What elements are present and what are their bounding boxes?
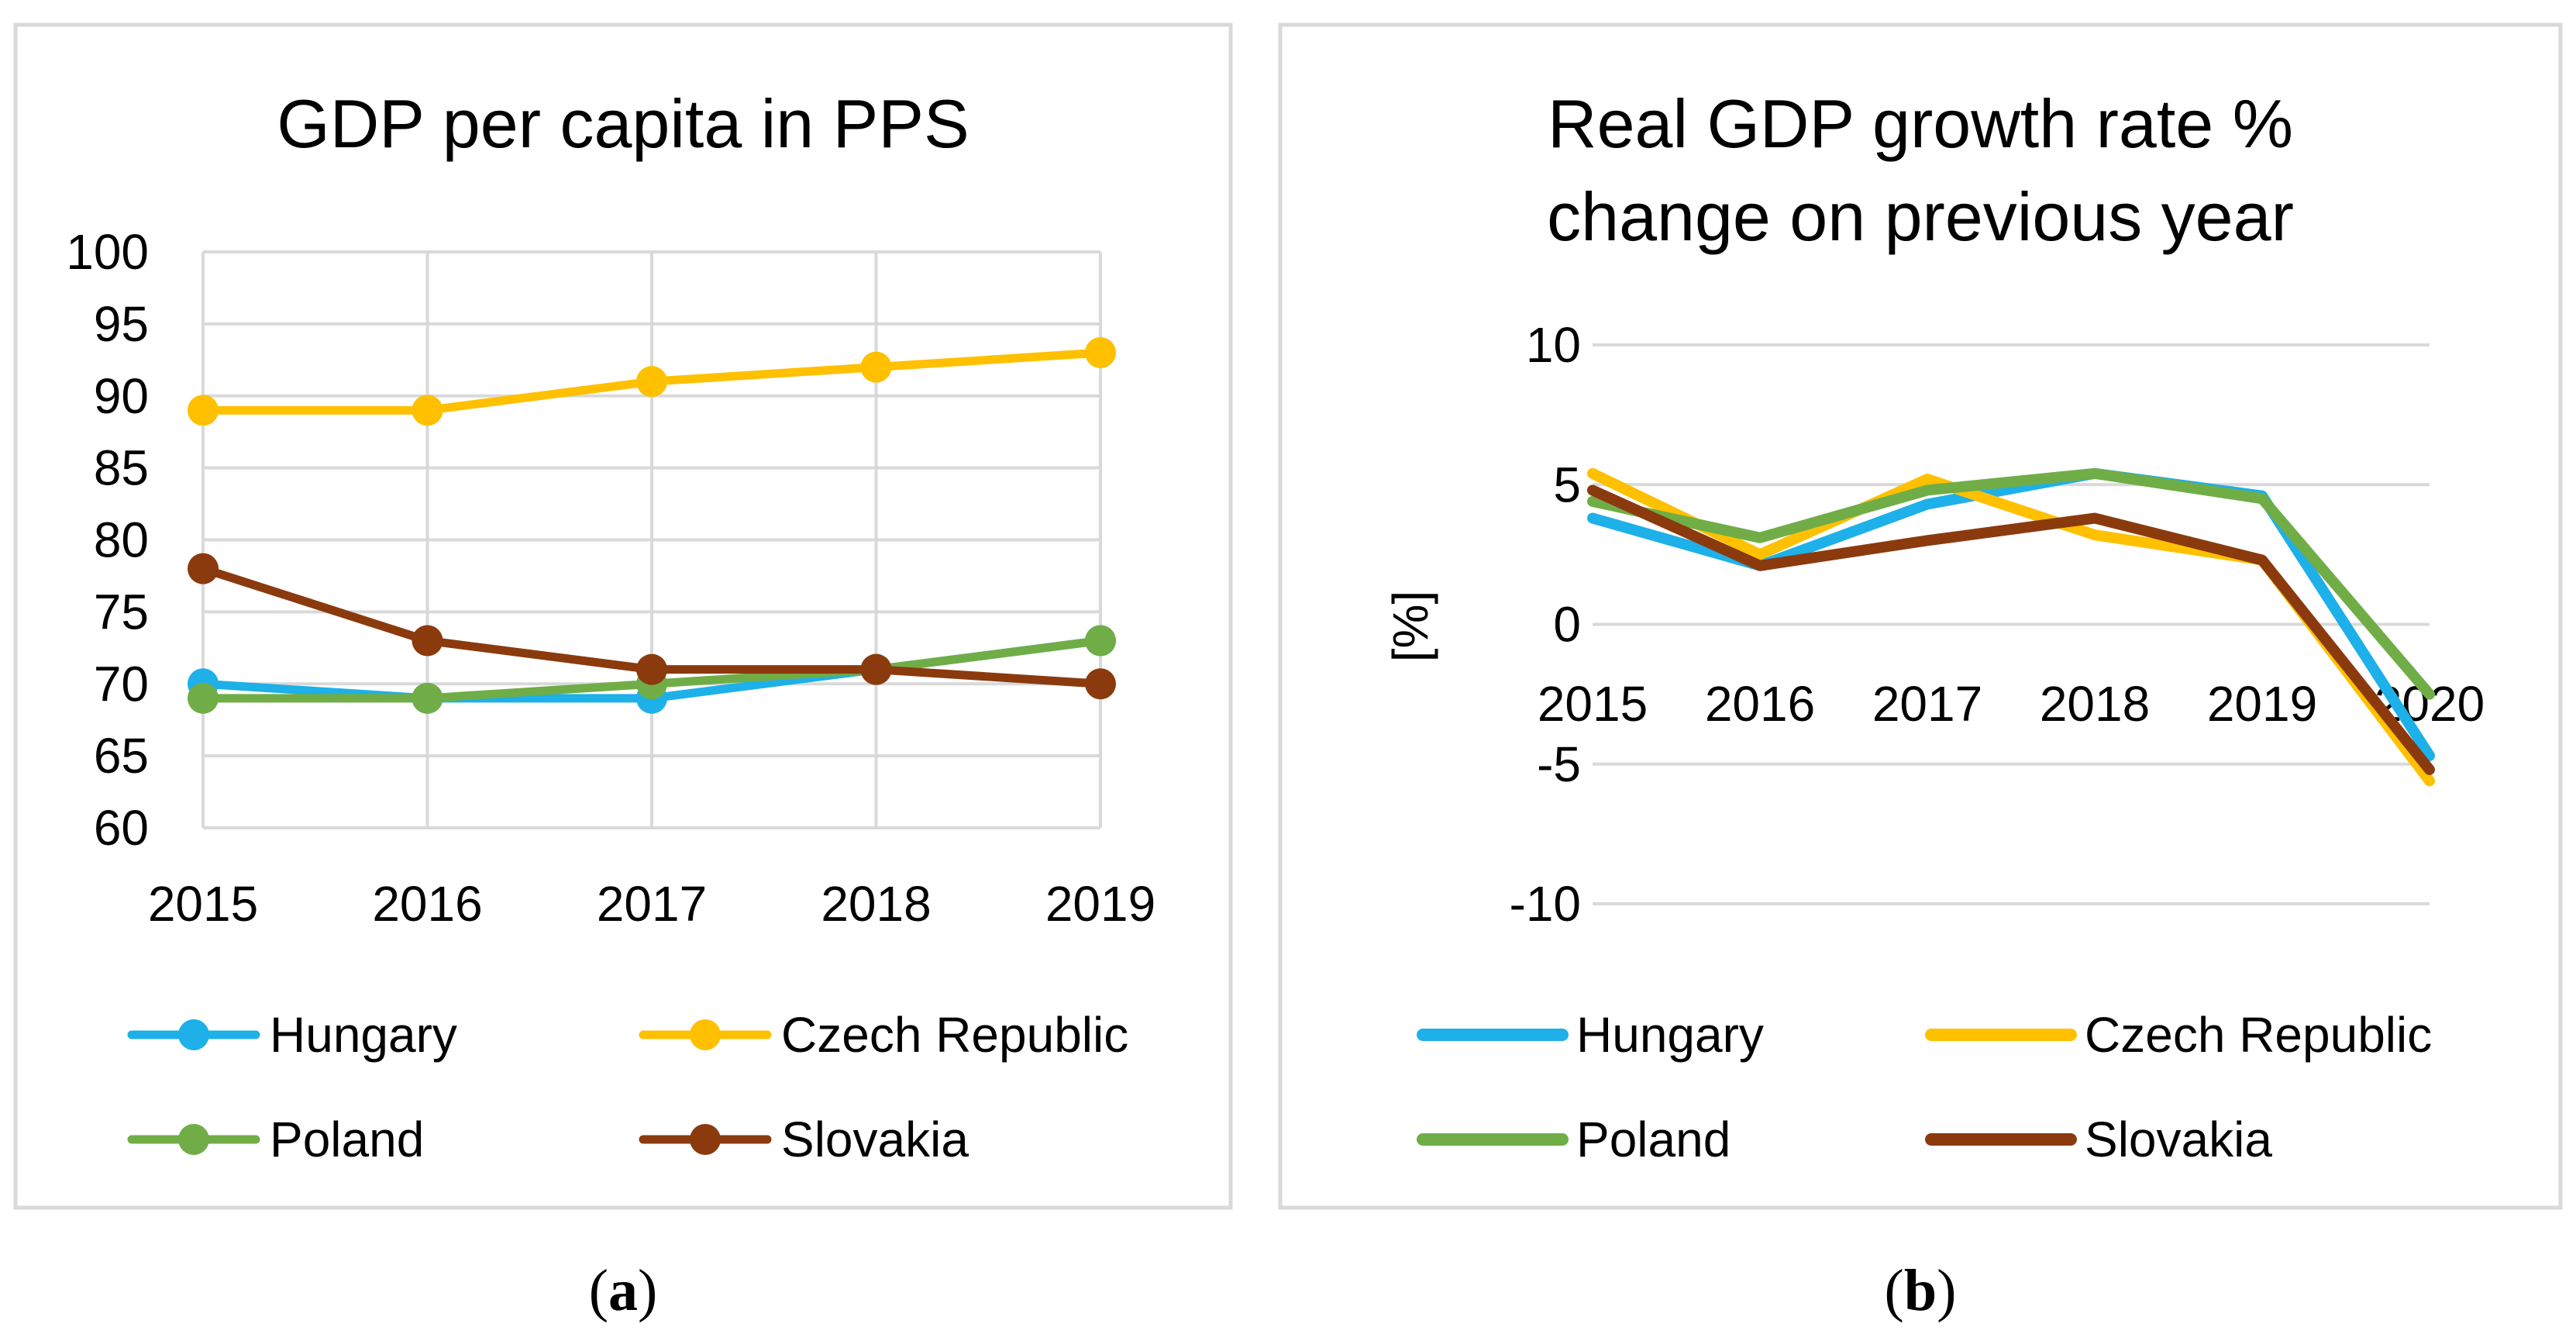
panel-b-legend: Hungary Czech Republic Poland Slovakia: [1417, 1007, 2432, 1167]
panel-b-series: [1587, 467, 2435, 787]
data-point-czech-republic: [860, 351, 892, 383]
y-tick-label: 100: [66, 224, 149, 280]
legend-item-hungary: Hungary: [1417, 1007, 1764, 1063]
y-tick-label: 70: [94, 656, 149, 712]
data-point-poland: [412, 682, 443, 714]
panel-b-x-tick-labels: 2015 2016 2017 2018 2019 2020: [1538, 676, 2485, 732]
panel-a-legend: Hungary Czech Republic Poland Slovakia: [127, 1007, 1128, 1167]
data-point-slovakia: [860, 653, 892, 685]
panel-b-caption: (b): [1885, 1258, 1957, 1323]
panel-a: GDP per capita in PPS 100 95 90 85 80 75 70 65 6…: [13, 22, 1233, 1323]
legend-marker-slovakia: [690, 1124, 721, 1155]
x-tick-label: 2016: [1705, 676, 1815, 732]
series-line-slovakia: [1587, 484, 2435, 775]
y-tick-label: -5: [1537, 736, 1581, 792]
data-point-slovakia: [188, 553, 219, 584]
y-tick-label: 75: [94, 584, 149, 639]
data-point-slovakia: [1085, 668, 1116, 700]
x-tick-label: 2015: [148, 876, 258, 932]
panel-a-caption: (a): [589, 1258, 658, 1323]
legend-item-hungary: Hungary: [127, 1007, 457, 1063]
panel-a-frame: [13, 22, 1233, 1210]
legend-marker-czech-republic: [690, 1019, 721, 1050]
data-point-czech-republic: [188, 395, 219, 426]
panel-b: Real GDP growth rate % change on previou…: [1278, 22, 2563, 1323]
legend-label-hungary: Hungary: [270, 1007, 457, 1063]
panel-b-title-line2: change on previous year: [1547, 178, 2294, 255]
data-point-slovakia: [412, 625, 443, 657]
legend-item-slovakia: Slovakia: [639, 1112, 969, 1167]
x-tick-label: 2015: [1538, 676, 1648, 732]
panel-a-series: [188, 337, 1116, 714]
y-tick-label: 80: [94, 512, 149, 568]
panel-a-title: GDP per capita in PPS: [277, 85, 969, 162]
legend-label-czech-republic: Czech Republic: [2085, 1007, 2432, 1063]
series-line-poland: [1587, 467, 2435, 700]
x-tick-label: 2017: [597, 876, 707, 932]
y-tick-label: -10: [1510, 876, 1582, 932]
legend-label-poland: Poland: [1576, 1112, 1731, 1167]
x-tick-label: 2016: [372, 876, 482, 932]
x-tick-label: 2018: [2040, 676, 2150, 732]
y-tick-label: 85: [94, 440, 149, 496]
panel-a-x-tick-labels: 2015 2016 2017 2018 2019: [148, 876, 1155, 932]
panel-b-title-line1: Real GDP growth rate %: [1548, 85, 2293, 162]
data-point-poland: [1085, 625, 1116, 657]
y-tick-label: 60: [94, 800, 149, 856]
legend-label-slovakia: Slovakia: [2085, 1112, 2272, 1167]
data-point-czech-republic: [412, 395, 443, 426]
legend-label-czech-republic: Czech Republic: [781, 1007, 1128, 1063]
x-tick-label: 2019: [1045, 876, 1155, 932]
data-point-poland: [188, 682, 219, 714]
y-tick-label: 90: [94, 368, 149, 424]
legend-label-poland: Poland: [270, 1112, 424, 1167]
data-point-czech-republic: [1085, 337, 1116, 369]
panel-b-frame: [1278, 22, 2563, 1210]
y-tick-label: 65: [94, 728, 149, 784]
x-tick-label: 2018: [821, 876, 931, 932]
panel-b-y-tick-labels: 10 5 0 -5 -10: [1510, 317, 1582, 932]
y-tick-label: 10: [1526, 317, 1581, 373]
legend-item-poland: Poland: [1417, 1112, 1731, 1167]
legend-marker-hungary: [178, 1019, 209, 1050]
data-point-czech-republic: [636, 366, 667, 398]
panel-b-y-axis-label: [%]: [1383, 591, 1438, 662]
legend-label-hungary: Hungary: [1576, 1007, 1764, 1063]
data-point-slovakia: [636, 653, 667, 685]
x-tick-label: 2019: [2207, 676, 2317, 732]
legend-item-slovakia: Slovakia: [1925, 1112, 2272, 1167]
legend-item-poland: Poland: [127, 1112, 424, 1167]
y-tick-label: 95: [94, 296, 149, 352]
x-tick-label: 2017: [1872, 676, 1982, 732]
panel-a-y-tick-labels: 100 95 90 85 80 75 70 65 60: [66, 224, 149, 856]
panel-b-gridlines: [1593, 343, 2430, 905]
legend-item-czech-republic: Czech Republic: [639, 1007, 1128, 1063]
y-tick-label: 5: [1553, 457, 1581, 512]
legend-label-slovakia: Slovakia: [781, 1112, 969, 1167]
y-tick-label: 0: [1553, 597, 1581, 653]
legend-marker-poland: [178, 1124, 209, 1155]
legend-item-czech-republic: Czech Republic: [1925, 1007, 2432, 1063]
